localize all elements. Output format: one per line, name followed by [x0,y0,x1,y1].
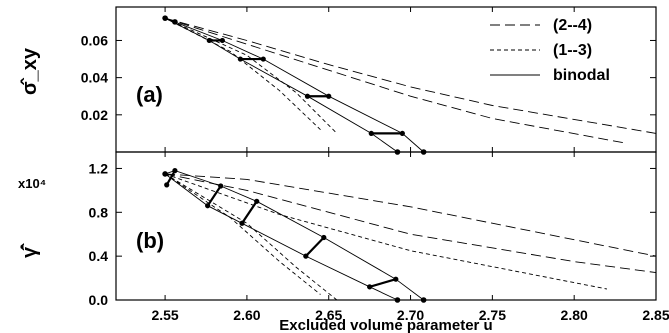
tie-line [165,170,176,186]
series-binodal-line [164,17,398,153]
panel-b-y-axis-label: γ̇̂ [19,243,41,258]
panel-b-label: (b) [136,228,164,253]
data-point [420,297,427,303]
x-tick-label: 2.70 [397,307,424,323]
x-tick-label: 2.85 [642,307,669,323]
series--1-3--line [164,17,321,131]
data-point [394,297,401,303]
tie-line-endpoint [206,37,212,44]
tie-line-endpoint [164,182,170,188]
panel-a-label: (a) [136,82,163,107]
y-tick-label: 0.02 [81,107,108,123]
series-binodal-line [164,173,398,301]
x-tick-label: 2.75 [479,307,506,323]
x-tick-label: 2.80 [561,307,588,323]
legend-label-1-3: (1--3) [553,42,592,59]
x-tick-label: 2.65 [315,307,342,323]
tie-line-endpoint [304,93,311,99]
tie-line-endpoint [321,234,327,241]
y-tick-label: 0.8 [89,204,109,220]
data-point [162,171,168,177]
y-tick-label: 0.06 [81,32,108,48]
series--1-3--line [164,17,338,134]
tie-line-endpoint [219,37,225,44]
tie-line-endpoint [367,284,373,290]
x-tick-label: 2.60 [233,307,260,323]
tie-line-endpoint [303,253,309,259]
y-tick-label: 0.04 [81,70,108,86]
series--1-3--line [164,173,607,290]
tie-line-endpoint [368,130,374,137]
tie-line-endpoint [218,183,224,189]
series--1-3--line [164,173,321,295]
panel-b: 0.0 0.4 0.8 1.2 2.55 2.60 2.65 2.70 2.75 2.80 2.85 [89,151,669,323]
tie-line [206,185,222,207]
tie-line-endpoint [260,56,266,62]
tie-line-endpoint [326,93,332,99]
x-tick-label: 2.55 [151,307,178,323]
panel-a: 0.02 0.04 0.06 [81,6,657,155]
data-point [162,15,168,21]
series--1-3--line [164,173,338,301]
tie-line-endpoint [254,198,260,204]
tie-line-endpoint [172,168,178,174]
x-axis-label: Excluded volume parameter u [279,317,492,333]
legend: (2--4) (1--3) binodal [490,17,610,84]
legend-label-2-4: (2--4) [553,17,592,34]
panel-a-y-axis-label: σ̂_xy [19,47,41,95]
data-point [172,19,178,25]
tie-line-endpoint [237,56,243,62]
series-binodal-line [164,170,424,301]
tie-line [241,200,258,224]
tie-line-endpoint [239,220,245,226]
tie-line [305,236,325,257]
series-binodal-line [164,17,424,153]
tie-line-endpoint [399,130,405,137]
series--2-4--line [164,17,624,144]
tie-line-endpoint [393,276,399,282]
panel-b-y-multiplier: x10⁴ [18,176,46,191]
series--2-4--line [164,17,657,134]
y-tick-label: 1.2 [89,160,109,176]
series--2-4--line [165,173,657,257]
panel-b-frame [115,151,657,301]
series--2-4--line [165,173,657,274]
tie-line-endpoint [205,203,211,209]
tie-line [369,278,397,288]
legend-label-binodal: binodal [553,67,610,84]
y-tick-label: 0.0 [89,292,109,308]
y-tick-label: 0.4 [89,248,109,264]
